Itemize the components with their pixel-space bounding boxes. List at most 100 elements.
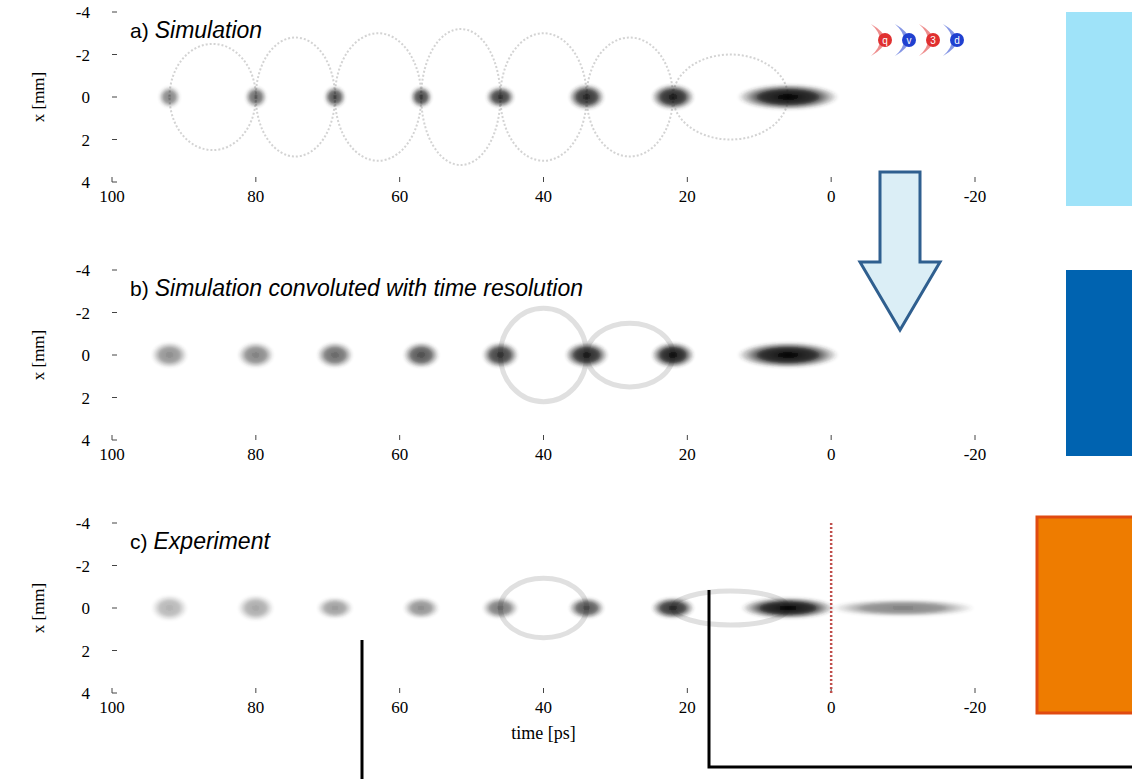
y-tick (112, 97, 117, 98)
x-tick-label: 60 (391, 187, 408, 206)
x-tick (543, 435, 544, 440)
bunch (317, 342, 353, 368)
title: Simulation (155, 17, 262, 43)
side-box (1066, 12, 1132, 206)
pointer-line (361, 640, 364, 779)
y-tick (112, 182, 117, 183)
x-tick (255, 177, 256, 182)
bunch (403, 597, 439, 618)
y-tick-label: -4 (76, 3, 91, 22)
x-tick-label: 20 (679, 187, 696, 206)
bunch (565, 342, 608, 368)
wake-halo (256, 38, 335, 157)
x-tick (687, 688, 688, 693)
bunch (159, 86, 181, 107)
logo-dot (926, 33, 940, 47)
y-tick-label: 2 (82, 389, 91, 408)
y-tick-label: 2 (82, 642, 91, 661)
x-tick-label: 40 (535, 445, 552, 464)
bunch (486, 86, 515, 107)
x-tick (975, 435, 976, 440)
marks (152, 523, 975, 693)
bunch (245, 86, 267, 107)
logo: qv3d (871, 24, 964, 56)
bunch (482, 597, 518, 618)
x-tick-label: 60 (391, 698, 408, 717)
panel: 100806040200-20-4-2024x [mm]time [ps]c)E… (29, 514, 986, 743)
bunch (569, 597, 605, 618)
y-tick-label: -2 (76, 557, 90, 576)
y-tick-label: 4 (82, 431, 91, 450)
y-tick-label: 0 (82, 346, 91, 365)
title: Simulation convoluted with time resoluti… (155, 275, 583, 301)
panel-letter: c) (130, 530, 148, 553)
y-tick (112, 523, 117, 524)
wake-halo (335, 33, 421, 161)
x-tick-label: -20 (964, 187, 987, 206)
y-tick-label: 2 (82, 131, 91, 150)
x-tick-label: 100 (99, 187, 125, 206)
x-tick-label: 60 (391, 445, 408, 464)
y-tick-label: 0 (82, 88, 91, 107)
x-tick (975, 688, 976, 693)
arrow (860, 172, 940, 330)
bunch (482, 342, 518, 368)
bunch (152, 595, 188, 621)
y-tick (112, 270, 117, 271)
x-axis-title: time [ps] (511, 723, 576, 743)
x-tick (543, 177, 544, 182)
y-tick (112, 54, 117, 55)
bunch (152, 342, 188, 368)
side-box (1066, 270, 1132, 456)
x-tick-label: 40 (535, 187, 552, 206)
reference-line (830, 523, 833, 693)
x-tick-label: -20 (964, 445, 987, 464)
y-tick (112, 693, 117, 694)
y-tick (112, 440, 117, 441)
y-tick (112, 355, 117, 356)
side-box (1037, 517, 1132, 713)
x-tick (112, 688, 113, 693)
x-tick (687, 435, 688, 440)
bunch (403, 342, 439, 368)
bunch (317, 597, 353, 618)
bunch (569, 84, 605, 110)
logo-dot (950, 33, 964, 47)
y-tick-label: 4 (82, 684, 91, 703)
y-tick-label: -2 (76, 46, 90, 65)
logo-letter: v (907, 35, 912, 46)
x-tick-label: 80 (247, 445, 264, 464)
wake-halo (170, 44, 256, 150)
bunch (651, 597, 694, 618)
bunch (738, 342, 839, 368)
page: {"chart_data": [ {"type": "density", "la… (0, 0, 1132, 779)
y-tick (112, 397, 117, 398)
figure: 100806040200-20-4-2024x [mm]a)Simulation… (0, 0, 1132, 779)
bunch (238, 595, 274, 621)
y-tick (112, 139, 117, 140)
bunch (238, 342, 274, 368)
x-tick-label: 100 (99, 698, 125, 717)
bunch (741, 597, 834, 618)
y-axis-title: x [mm] (29, 583, 48, 634)
pointer-line (709, 590, 1132, 767)
x-tick-label: 100 (99, 445, 125, 464)
y-tick-label: -4 (76, 261, 91, 280)
bunch (324, 86, 346, 107)
bunch (651, 84, 694, 110)
panel: 100806040200-20-4-2024x [mm]a)Simulation… (29, 3, 986, 206)
x-tick (255, 688, 256, 693)
x-tick-label: 20 (679, 445, 696, 464)
panel-title: b)Simulation convoluted with time resolu… (130, 275, 583, 301)
x-tick (112, 177, 113, 182)
x-tick-label: 0 (827, 698, 836, 717)
x-tick (399, 177, 400, 182)
y-tick-label: 0 (82, 599, 91, 618)
logo-letter: q (882, 35, 888, 46)
y-tick (112, 565, 117, 566)
title: Experiment (154, 528, 272, 554)
y-tick (112, 608, 117, 609)
y-tick (112, 12, 117, 13)
logo-dot (878, 33, 892, 47)
x-tick-label: 0 (827, 445, 836, 464)
